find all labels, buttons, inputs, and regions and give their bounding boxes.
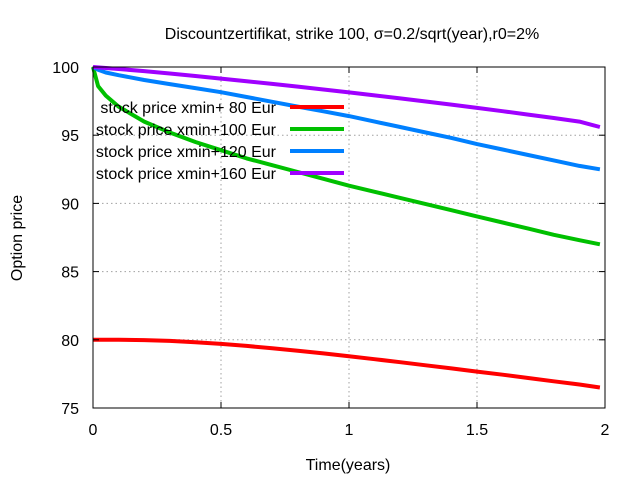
series-line-4 [92,65,601,129]
y-tick-label: 100 [52,60,79,77]
x-tick-label: 1.5 [466,422,488,439]
x-tick-label: 0 [89,422,98,439]
x-tick-label: 0.5 [210,422,232,439]
series-layer [91,65,601,390]
y-tick-label: 90 [61,196,79,213]
series-line-3 [92,65,601,172]
x-tick-label: 1 [345,422,354,439]
y-tick-label: 75 [61,401,79,418]
series-line-2 [91,66,601,247]
legend-label-3: stock price xmin+120 Eur [96,144,277,161]
legend-label-1: stock price xmin+ 80 Eur [100,100,276,117]
legend-label-4: stock price xmin+160 Eur [96,166,277,183]
axis-ticks: 0 0.5 1 1.5 2 75 80 85 90 95 100 [52,60,609,439]
chart-title: Discountzertifikat, strike 100, σ=0.2/sq… [165,26,539,43]
legend-label-2: stock price xmin+100 Eur [96,122,277,139]
series-line-1 [93,337,601,390]
x-axis-label: Time(years) [306,457,391,474]
y-tick-label: 95 [61,128,79,145]
grid [93,67,605,408]
y-axis-label: Option price [9,195,26,281]
y-tick-label: 80 [61,333,79,350]
legend: stock price xmin+ 80 Eur stock price xmin… [96,100,344,183]
x-tick-label: 2 [601,422,610,439]
y-tick-label: 85 [61,265,79,282]
